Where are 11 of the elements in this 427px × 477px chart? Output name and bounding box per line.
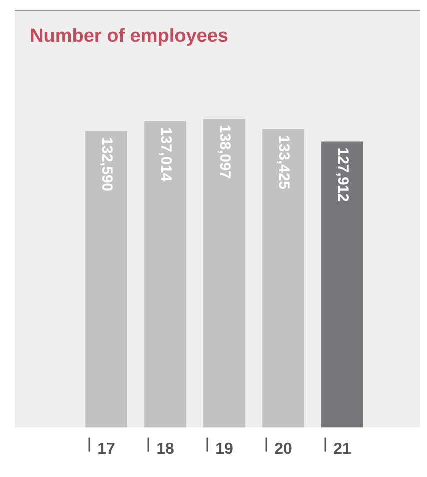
x-tick-label: 17 (98, 440, 116, 458)
data-label: 127,912 (334, 148, 352, 202)
x-tick-label: 21 (334, 440, 352, 458)
data-label: 133,425 (275, 135, 292, 190)
x-tick-label: 19 (216, 440, 234, 458)
x-tick-label: 18 (156, 440, 174, 458)
data-label: 132,590 (98, 137, 116, 192)
data-label: 138,097 (216, 124, 234, 180)
data-label: 137,014 (157, 127, 174, 182)
x-tick-label: 20 (274, 440, 292, 458)
chart-title: Number of employees (30, 26, 228, 48)
